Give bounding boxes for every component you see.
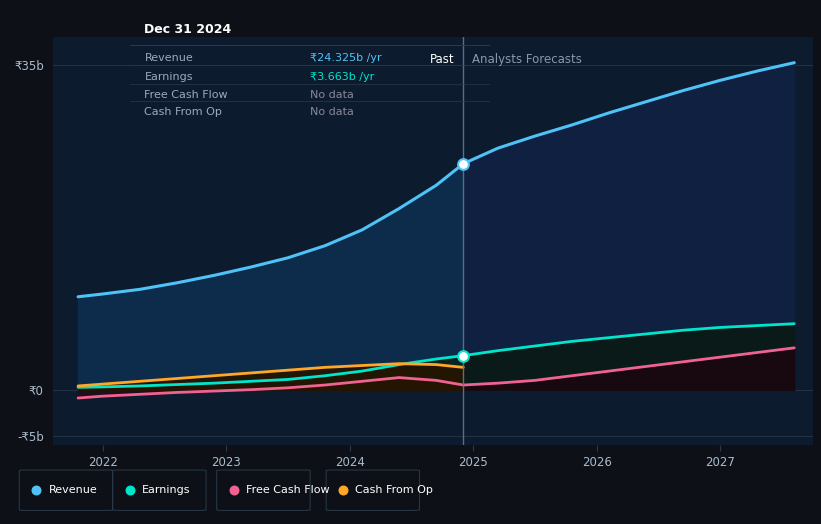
Text: Revenue: Revenue [48, 485, 98, 495]
Text: Cash From Op: Cash From Op [355, 485, 433, 495]
Text: ₹3.663b /yr: ₹3.663b /yr [310, 72, 374, 82]
Point [456, 159, 470, 168]
Text: Past: Past [430, 53, 455, 67]
Point [227, 486, 241, 494]
Point [337, 486, 350, 494]
Text: Revenue: Revenue [144, 53, 193, 63]
Point [123, 486, 136, 494]
Text: Cash From Op: Cash From Op [144, 107, 222, 117]
Text: Earnings: Earnings [144, 72, 193, 82]
Point [456, 352, 470, 360]
Text: Free Cash Flow: Free Cash Flow [246, 485, 330, 495]
Text: Earnings: Earnings [142, 485, 190, 495]
Text: Analysts Forecasts: Analysts Forecasts [472, 53, 582, 67]
Text: Dec 31 2024: Dec 31 2024 [144, 23, 232, 36]
Text: Free Cash Flow: Free Cash Flow [144, 90, 228, 100]
Text: No data: No data [310, 107, 354, 117]
Text: No data: No data [310, 90, 354, 100]
Point [30, 486, 43, 494]
Text: ₹24.325b /yr: ₹24.325b /yr [310, 53, 382, 63]
